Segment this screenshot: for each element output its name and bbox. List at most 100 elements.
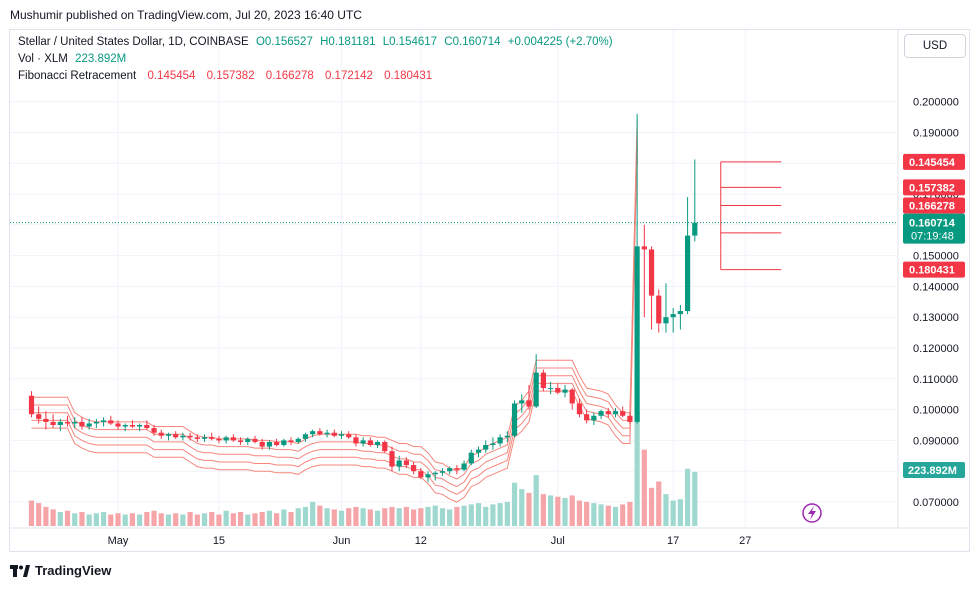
volume-bar <box>108 514 114 526</box>
candle-body <box>562 389 568 393</box>
volume-bar <box>677 499 683 526</box>
volume-bar <box>36 503 42 526</box>
legend-fib-value: 0.145454 <box>147 70 196 82</box>
volume-bar <box>266 510 273 526</box>
currency-button[interactable]: USD <box>904 34 966 58</box>
y-tick-label: 0.200000 <box>913 97 959 109</box>
candle-body <box>86 423 92 427</box>
band-line <box>31 127 638 480</box>
volume-bar <box>100 512 107 526</box>
volume-bar <box>439 508 446 526</box>
legend-fib-label[interactable]: Fibonacci Retracement <box>18 70 137 82</box>
candle-body <box>187 435 193 438</box>
candle-body <box>533 372 539 407</box>
volume-bar <box>382 508 388 526</box>
volume-bar <box>497 503 503 526</box>
footer-brand: TradingView <box>35 563 112 578</box>
candle-body <box>540 372 546 389</box>
candle-body <box>317 431 323 435</box>
candle-body <box>447 468 453 472</box>
candle-body <box>418 471 424 478</box>
volume-bar <box>569 495 575 526</box>
tradingview-icon <box>10 564 30 577</box>
volume-bar <box>173 513 179 526</box>
candle-body <box>511 403 518 436</box>
candle-body <box>209 437 215 439</box>
volume-bar <box>648 487 655 526</box>
volume-bar <box>591 503 597 526</box>
y-tick-label: 0.150000 <box>913 251 959 263</box>
candle-body <box>180 435 186 438</box>
volume-bar <box>180 514 186 526</box>
tradingview-logo[interactable]: TradingView <box>10 563 111 578</box>
legend-fib-value: 0.166278 <box>265 70 314 82</box>
volume-bar <box>43 506 49 526</box>
volume-bar <box>634 411 640 526</box>
volume-bar <box>483 506 489 526</box>
candle-body <box>569 389 575 404</box>
volume-bar <box>72 513 78 526</box>
candle-body <box>634 246 640 422</box>
x-tick-label: 15 <box>213 535 225 547</box>
volume-bar <box>447 509 453 526</box>
volume-bar <box>324 508 330 526</box>
volume-bar <box>576 500 583 526</box>
candle-body <box>281 440 287 446</box>
volume-bar <box>396 508 402 526</box>
volume-bar <box>584 501 590 526</box>
volume-bar <box>403 506 409 526</box>
candle-body <box>216 438 222 441</box>
legend-fib: Fibonacci Retracement 0.145454 0.157382 … <box>18 70 436 82</box>
candle-body <box>555 388 561 393</box>
candle-body <box>519 400 525 404</box>
candle-body <box>165 434 172 436</box>
candle-body <box>641 246 647 250</box>
volume-bar <box>367 509 373 526</box>
fib-price-tag <box>903 153 965 170</box>
y-tick-label: 0.100000 <box>913 405 959 417</box>
volume-bar <box>663 494 669 526</box>
volume-bar <box>230 513 236 526</box>
volume-bar <box>346 508 352 526</box>
volume-bar <box>511 482 518 526</box>
fib-price-tag-label: 0.145454 <box>909 157 956 169</box>
y-tick-label: 0.070000 <box>913 497 959 509</box>
volume-bar <box>274 513 280 526</box>
volume-bar <box>548 495 554 526</box>
fib-price-tag <box>903 179 965 196</box>
candle-body <box>50 421 56 425</box>
fib-price-tag <box>903 197 965 214</box>
legend-volume-value: 223.892M <box>75 53 127 65</box>
volume-bar <box>360 508 366 526</box>
volume-bar <box>28 500 35 526</box>
candle-body <box>497 437 503 444</box>
volume-bar <box>137 514 143 526</box>
candle-body <box>79 421 85 427</box>
candle-body <box>396 460 402 467</box>
candle-body <box>302 434 309 439</box>
legend-volume-label[interactable]: Vol · XLM <box>18 53 68 65</box>
legend-symbol[interactable]: Stellar / United States Dollar, 1D, COIN… <box>18 36 249 48</box>
candle-body <box>684 235 691 312</box>
volume-bar <box>374 510 381 526</box>
candle-body <box>360 440 366 444</box>
volume-bar <box>504 501 510 526</box>
candle-body <box>151 428 157 433</box>
volume-bar <box>526 492 532 526</box>
chart-frame[interactable] <box>9 29 970 552</box>
candle-body <box>223 437 229 441</box>
volume-bar <box>555 496 561 526</box>
candle-body <box>353 437 359 444</box>
volume-bar <box>259 512 265 526</box>
candle-body <box>598 411 604 416</box>
legend-high: H0.181181 <box>320 36 376 48</box>
volume-bar <box>129 513 136 526</box>
candle-body <box>584 414 590 421</box>
legend-change: +0.004225 (+2.70%) <box>507 36 613 48</box>
volume-bar <box>468 504 474 526</box>
volume-bar <box>353 506 359 526</box>
volume-bar <box>201 513 208 526</box>
candle-body <box>288 440 294 442</box>
candle-body <box>670 314 676 318</box>
